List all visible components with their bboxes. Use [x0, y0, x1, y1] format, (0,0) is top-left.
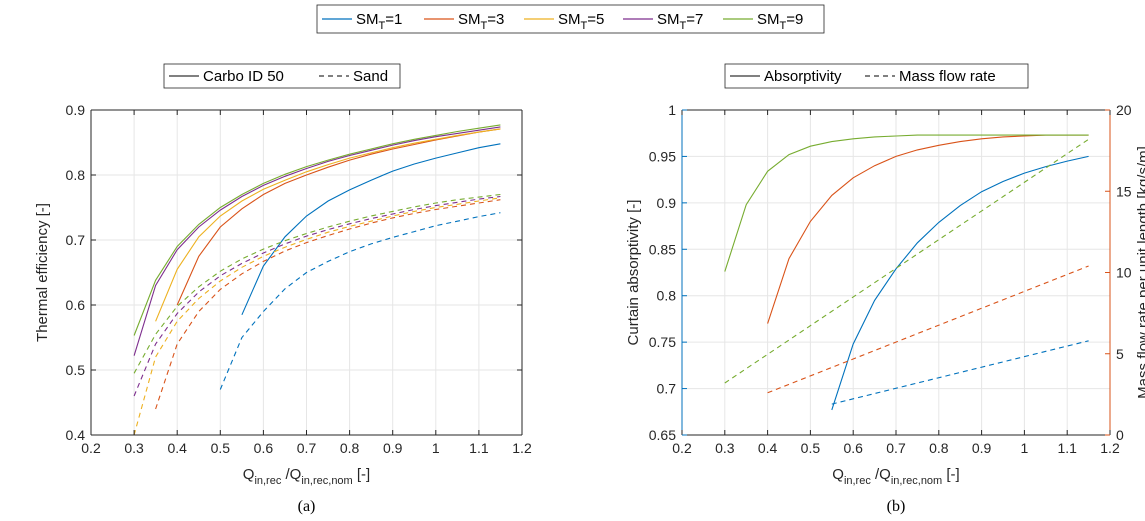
series-lines: [724, 134, 1089, 411]
top-legend: SMT=1 SMT=3 SMT=5 SMT=7 SMT=9: [316, 4, 825, 34]
grid: [681, 109, 1111, 436]
legend-label: SMT=9: [757, 11, 803, 32]
x-tick-label: 0.7: [297, 440, 317, 456]
legend-label: SMT=7: [657, 11, 703, 32]
x-tick-label: 0.6: [254, 440, 274, 456]
y2-tick-label: 5: [1116, 346, 1124, 362]
series-sm1-dashed: [219, 212, 501, 390]
series-sm3-solid: [176, 128, 501, 306]
legend-entry-sm-9: SMT=9: [723, 11, 803, 32]
y-axis-label: Thermal efficiency [-]: [34, 203, 51, 342]
panel-label: (b): [887, 498, 906, 515]
y2-tick-label: 15: [1116, 183, 1132, 199]
legend-entry-sm-5: SMT=5: [524, 11, 604, 32]
y-tick-label: 0.8: [66, 167, 86, 183]
series-sm7-dashed: [133, 195, 501, 397]
x-tick-label: 1.2: [512, 440, 532, 456]
x-tick-label: 0.9: [383, 440, 403, 456]
legend-label: SMT=5: [558, 11, 604, 32]
legend-entry-sm-1: SMT=1: [322, 11, 402, 32]
x-tick-label: 0.4: [758, 440, 778, 456]
x-tick-label: 0.3: [124, 440, 144, 456]
x-tick-label: 1.1: [1057, 440, 1077, 456]
y-tick-label: 0.8: [657, 288, 677, 304]
y-tick-label: 0.5: [66, 362, 86, 378]
series-sm5-solid: [155, 128, 501, 322]
legend-label: SMT=3: [458, 11, 504, 32]
y-tick-label: 0.75: [649, 334, 676, 350]
series-sm9-solid: [724, 134, 1089, 272]
x-tick-label: 1: [432, 440, 440, 456]
y-tick-label: 0.4: [66, 427, 86, 443]
x-tick-label: 0.9: [972, 440, 992, 456]
x-tick-label: 0.2: [81, 440, 101, 456]
y-tick-label: 0.85: [649, 241, 676, 257]
x-tick-label: 0.4: [167, 440, 187, 456]
y2-tick-label: 10: [1116, 265, 1132, 281]
panel-label: (a): [298, 498, 316, 515]
series-sm1-dashed: [831, 340, 1089, 405]
legend-dashed-label: Sand: [353, 68, 388, 85]
y-tick-label: 0.7: [657, 381, 677, 397]
series-sm7-solid: [133, 126, 501, 356]
chart-a: 0.2 0.3 0.4 0.5 0.6 0.7 0.8 0.9 1 1.1 1.2 0.4 0.5 0.6…: [34, 63, 532, 515]
y-tick-label: 0.65: [649, 427, 676, 443]
style-legend: Absorptivity Mass flow rate: [724, 63, 1029, 89]
series-sm9-solid: [133, 124, 501, 336]
x-tick-label: 0.5: [211, 440, 231, 456]
axes: 0.2 0.3 0.4 0.5 0.6 0.7 0.8 0.9 1 1.1 1.2 0.4 0.5 0.6…: [66, 102, 532, 456]
series-sm1-solid: [831, 155, 1089, 411]
y-tick-label: 0.95: [649, 148, 676, 164]
series-sm3-dashed: [155, 199, 501, 410]
x-tick-label: 1.2: [1100, 440, 1120, 456]
legend-solid-label: Absorptivity: [764, 68, 842, 85]
series-lines: [133, 124, 501, 436]
x-tick-label: 0.3: [715, 440, 735, 456]
y-tick-label: 0.7: [66, 232, 86, 248]
y-tick-label: 0.9: [657, 195, 677, 211]
series-sm3-dashed: [767, 265, 1089, 394]
legend-entry-sm-7: SMT=7: [623, 11, 703, 32]
x-tick-label: 0.5: [801, 440, 821, 456]
series-sm9-dashed: [724, 138, 1089, 384]
series-sm9-dashed: [133, 193, 501, 374]
y2-tick-label: 0: [1116, 427, 1124, 443]
y-tick-label: 0.9: [66, 102, 86, 118]
legend-solid-label: Carbo ID 50: [203, 68, 284, 85]
x-tick-label: 0.8: [929, 440, 949, 456]
x-tick-label: 0.7: [886, 440, 906, 456]
y-axis-label: Curtain absorptivity [-]: [625, 200, 642, 346]
y2-tick-label: 20: [1116, 102, 1132, 118]
x-tick-label: 0.6: [843, 440, 863, 456]
y2-axis-label: Mass flow rate per unit length [kg/s/m]: [1135, 146, 1145, 399]
y-tick-label: 0.6: [66, 297, 86, 313]
axes: 0.2 0.3 0.4 0.5 0.6 0.7 0.8 0.9 1 1.1 1.2 0.65 0.7 0.…: [649, 102, 1132, 456]
legend-dashed-label: Mass flow rate: [899, 68, 996, 85]
x-axis-label: Qin,rec /Qin,rec,nom [-]: [832, 466, 959, 487]
chart-b: 0.2 0.3 0.4 0.5 0.6 0.7 0.8 0.9 1 1.1 1.2 0.65 0.7 0.…: [625, 63, 1145, 515]
x-tick-label: 0.2: [672, 440, 692, 456]
y-tick-label: 1: [668, 102, 676, 118]
style-legend-box: [163, 63, 401, 89]
x-tick-label: 1: [1021, 440, 1029, 456]
x-tick-label: 0.8: [340, 440, 360, 456]
legend-label: SMT=1: [356, 11, 402, 32]
x-tick-label: 1.1: [469, 440, 489, 456]
series-sm1-solid: [241, 143, 501, 316]
style-legend: Carbo ID 50 Sand: [163, 63, 401, 89]
x-axis-label: Qin,rec /Qin,rec,nom [-]: [243, 466, 370, 487]
legend-entry-sm-3: SMT=3: [424, 11, 504, 32]
series-sm5-dashed: [133, 197, 501, 436]
